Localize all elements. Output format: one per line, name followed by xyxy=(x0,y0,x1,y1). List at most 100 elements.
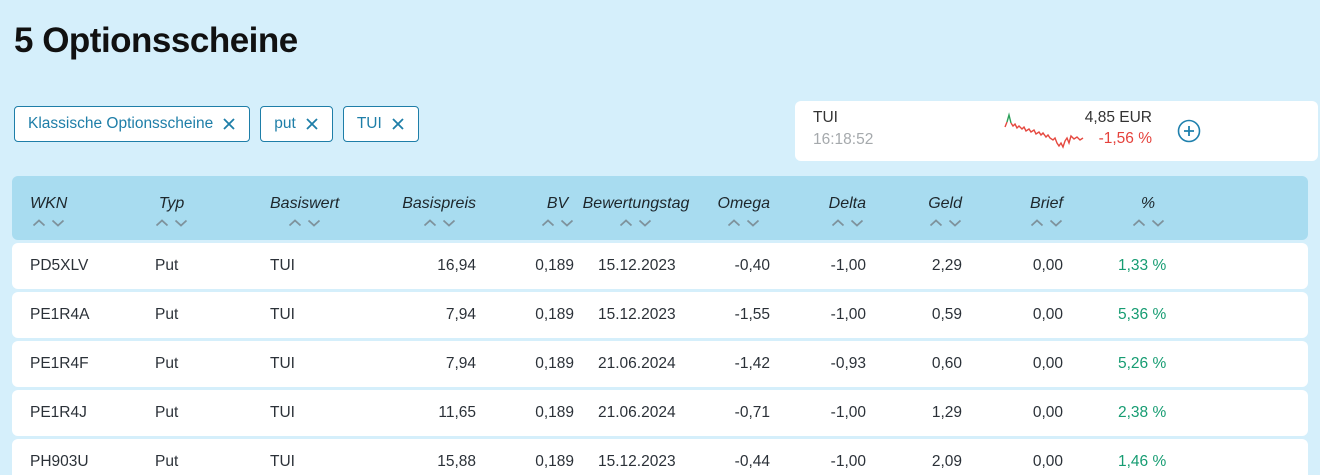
column-header-wkn[interactable]: WKN xyxy=(30,189,155,227)
sort-desc-icon xyxy=(1151,219,1164,227)
cell-delta: -1,00 xyxy=(830,306,866,323)
column-header-typ[interactable]: Typ xyxy=(155,189,270,227)
cell-bv: 0,189 xyxy=(535,306,574,323)
remove-filter-icon[interactable] xyxy=(305,117,319,131)
cell-percent: 2,38 % xyxy=(1118,404,1167,421)
cell-bv: 0,189 xyxy=(535,404,574,421)
cell-geld: 2,29 xyxy=(931,257,962,274)
cell-geld: 0,60 xyxy=(931,355,962,372)
underlying-quote-widget[interactable]: TUI 16:18:52 4,85 EUR -1,56 % xyxy=(795,101,1318,161)
cell-delta: -0,93 xyxy=(830,355,866,372)
cell-geld: 1,29 xyxy=(931,404,962,421)
cell-basiswert: TUI xyxy=(270,404,295,421)
table-row[interactable]: PE1R4J Put TUI 11,65 0,189 21.06.2024 -0… xyxy=(12,390,1308,436)
cell-omega: -0,40 xyxy=(734,257,770,274)
cell-basispreis: 11,65 xyxy=(438,404,476,421)
quote-change-percent: -1,56 % xyxy=(1098,130,1152,147)
column-label: Typ xyxy=(158,195,185,212)
column-header-bv[interactable]: BV xyxy=(476,189,574,227)
table-row[interactable]: PE1R4F Put TUI 7,94 0,189 21.06.2024 -1,… xyxy=(12,341,1308,387)
cell-bewertungstag: 15.12.2023 xyxy=(598,453,676,470)
column-header-percent[interactable]: % xyxy=(1063,189,1165,227)
cell-geld: 2,09 xyxy=(931,453,962,470)
toolbar: Klassische Optionsscheine put TUI TUI 16… xyxy=(0,101,1320,161)
cell-basiswert: TUI xyxy=(270,453,295,470)
sort-asc-icon xyxy=(1030,219,1044,227)
cell-typ: Put xyxy=(155,257,179,274)
cell-delta: -1,00 xyxy=(830,453,866,470)
cell-basispreis: 16,94 xyxy=(437,257,476,274)
column-header-geld[interactable]: Geld xyxy=(866,189,962,227)
table-row[interactable]: PD5XLV Put TUI 16,94 0,189 15.12.2023 -0… xyxy=(12,243,1308,289)
column-header-brief[interactable]: Brief xyxy=(962,189,1063,227)
cell-typ: Put xyxy=(155,453,179,470)
cell-brief: 0,00 xyxy=(1032,453,1063,470)
sort-asc-icon xyxy=(620,219,633,227)
cell-typ: Put xyxy=(155,404,179,421)
sort-desc-icon xyxy=(442,219,455,227)
filter-chip-put[interactable]: put xyxy=(260,106,333,142)
column-label: Basispreis xyxy=(402,195,476,212)
remove-filter-icon[interactable] xyxy=(391,117,405,131)
quote-name: TUI xyxy=(813,109,838,126)
quote-price-block: 4,85 EUR -1,56 % xyxy=(1085,109,1152,148)
sort-desc-icon xyxy=(747,219,760,227)
cell-basiswert: TUI xyxy=(270,257,295,274)
column-label: Bewertungstag xyxy=(582,195,690,212)
options-table: WKN Typ Basiswert Basispreis BV Bewertun… xyxy=(12,176,1308,475)
cell-omega: -1,42 xyxy=(734,355,770,372)
column-header-delta[interactable]: Delta xyxy=(770,189,866,227)
cell-delta: -1,00 xyxy=(830,257,866,274)
sort-desc-icon xyxy=(560,219,574,227)
cell-wkn: PE1R4F xyxy=(30,355,89,372)
column-header-omega[interactable]: Omega xyxy=(718,189,770,227)
filter-chip-tui[interactable]: TUI xyxy=(342,106,419,142)
cell-brief: 0,00 xyxy=(1032,404,1063,421)
column-label: Omega xyxy=(717,195,770,212)
filter-chip-klassische-optionsscheine[interactable]: Klassische Optionsscheine xyxy=(14,106,251,142)
cell-bewertungstag: 21.06.2024 xyxy=(598,404,676,421)
cell-omega: -0,44 xyxy=(734,453,770,470)
quote-time: 16:18:52 xyxy=(813,131,874,148)
column-label: WKN xyxy=(30,195,68,212)
remove-filter-icon[interactable] xyxy=(222,117,236,131)
add-to-watchlist-icon[interactable] xyxy=(1177,119,1201,143)
cell-typ: Put xyxy=(155,355,179,372)
table-row[interactable]: PE1R4A Put TUI 7,94 0,189 15.12.2023 -1,… xyxy=(12,292,1308,338)
cell-percent: 5,36 % xyxy=(1118,306,1167,323)
filter-chip-label: Klassische Optionsscheine xyxy=(28,115,214,132)
cell-brief: 0,00 xyxy=(1032,257,1063,274)
sort-asc-icon xyxy=(929,219,942,227)
sort-desc-icon xyxy=(639,219,652,227)
sort-asc-icon xyxy=(33,219,46,227)
cell-delta: -1,00 xyxy=(830,404,866,421)
column-header-bewertungstag[interactable]: Bewertungstag xyxy=(574,189,718,227)
sort-asc-icon xyxy=(289,219,302,227)
cell-typ: Put xyxy=(155,306,179,323)
table-header: WKN Typ Basiswert Basispreis BV Bewertun… xyxy=(12,176,1308,240)
sort-asc-icon xyxy=(1132,219,1145,227)
cell-wkn: PH903U xyxy=(30,453,89,470)
cell-bv: 0,189 xyxy=(535,355,574,372)
sort-asc-icon xyxy=(423,219,436,227)
sort-asc-icon xyxy=(541,219,555,227)
column-label: BV xyxy=(546,195,569,212)
cell-basiswert: TUI xyxy=(270,306,295,323)
sparkline-chart xyxy=(1004,112,1084,149)
column-label: Basiswert xyxy=(270,195,340,212)
sort-desc-icon xyxy=(174,219,188,227)
cell-bv: 0,189 xyxy=(535,453,574,470)
cell-geld: 0,59 xyxy=(931,306,962,323)
cell-basispreis: 7,94 xyxy=(445,306,476,323)
cell-wkn: PE1R4A xyxy=(30,306,90,323)
sort-asc-icon xyxy=(831,219,844,227)
cell-bewertungstag: 15.12.2023 xyxy=(598,257,676,274)
column-header-basiswert[interactable]: Basiswert xyxy=(270,189,370,227)
cell-percent: 1,33 % xyxy=(1118,257,1167,274)
sort-desc-icon xyxy=(850,219,863,227)
cell-omega: -0,71 xyxy=(734,404,770,421)
table-row[interactable]: PH903U Put TUI 15,88 0,189 15.12.2023 -0… xyxy=(12,439,1308,475)
sort-asc-icon xyxy=(155,219,169,227)
filter-chip-label: TUI xyxy=(356,115,382,132)
column-header-basispreis[interactable]: Basispreis xyxy=(370,189,476,227)
